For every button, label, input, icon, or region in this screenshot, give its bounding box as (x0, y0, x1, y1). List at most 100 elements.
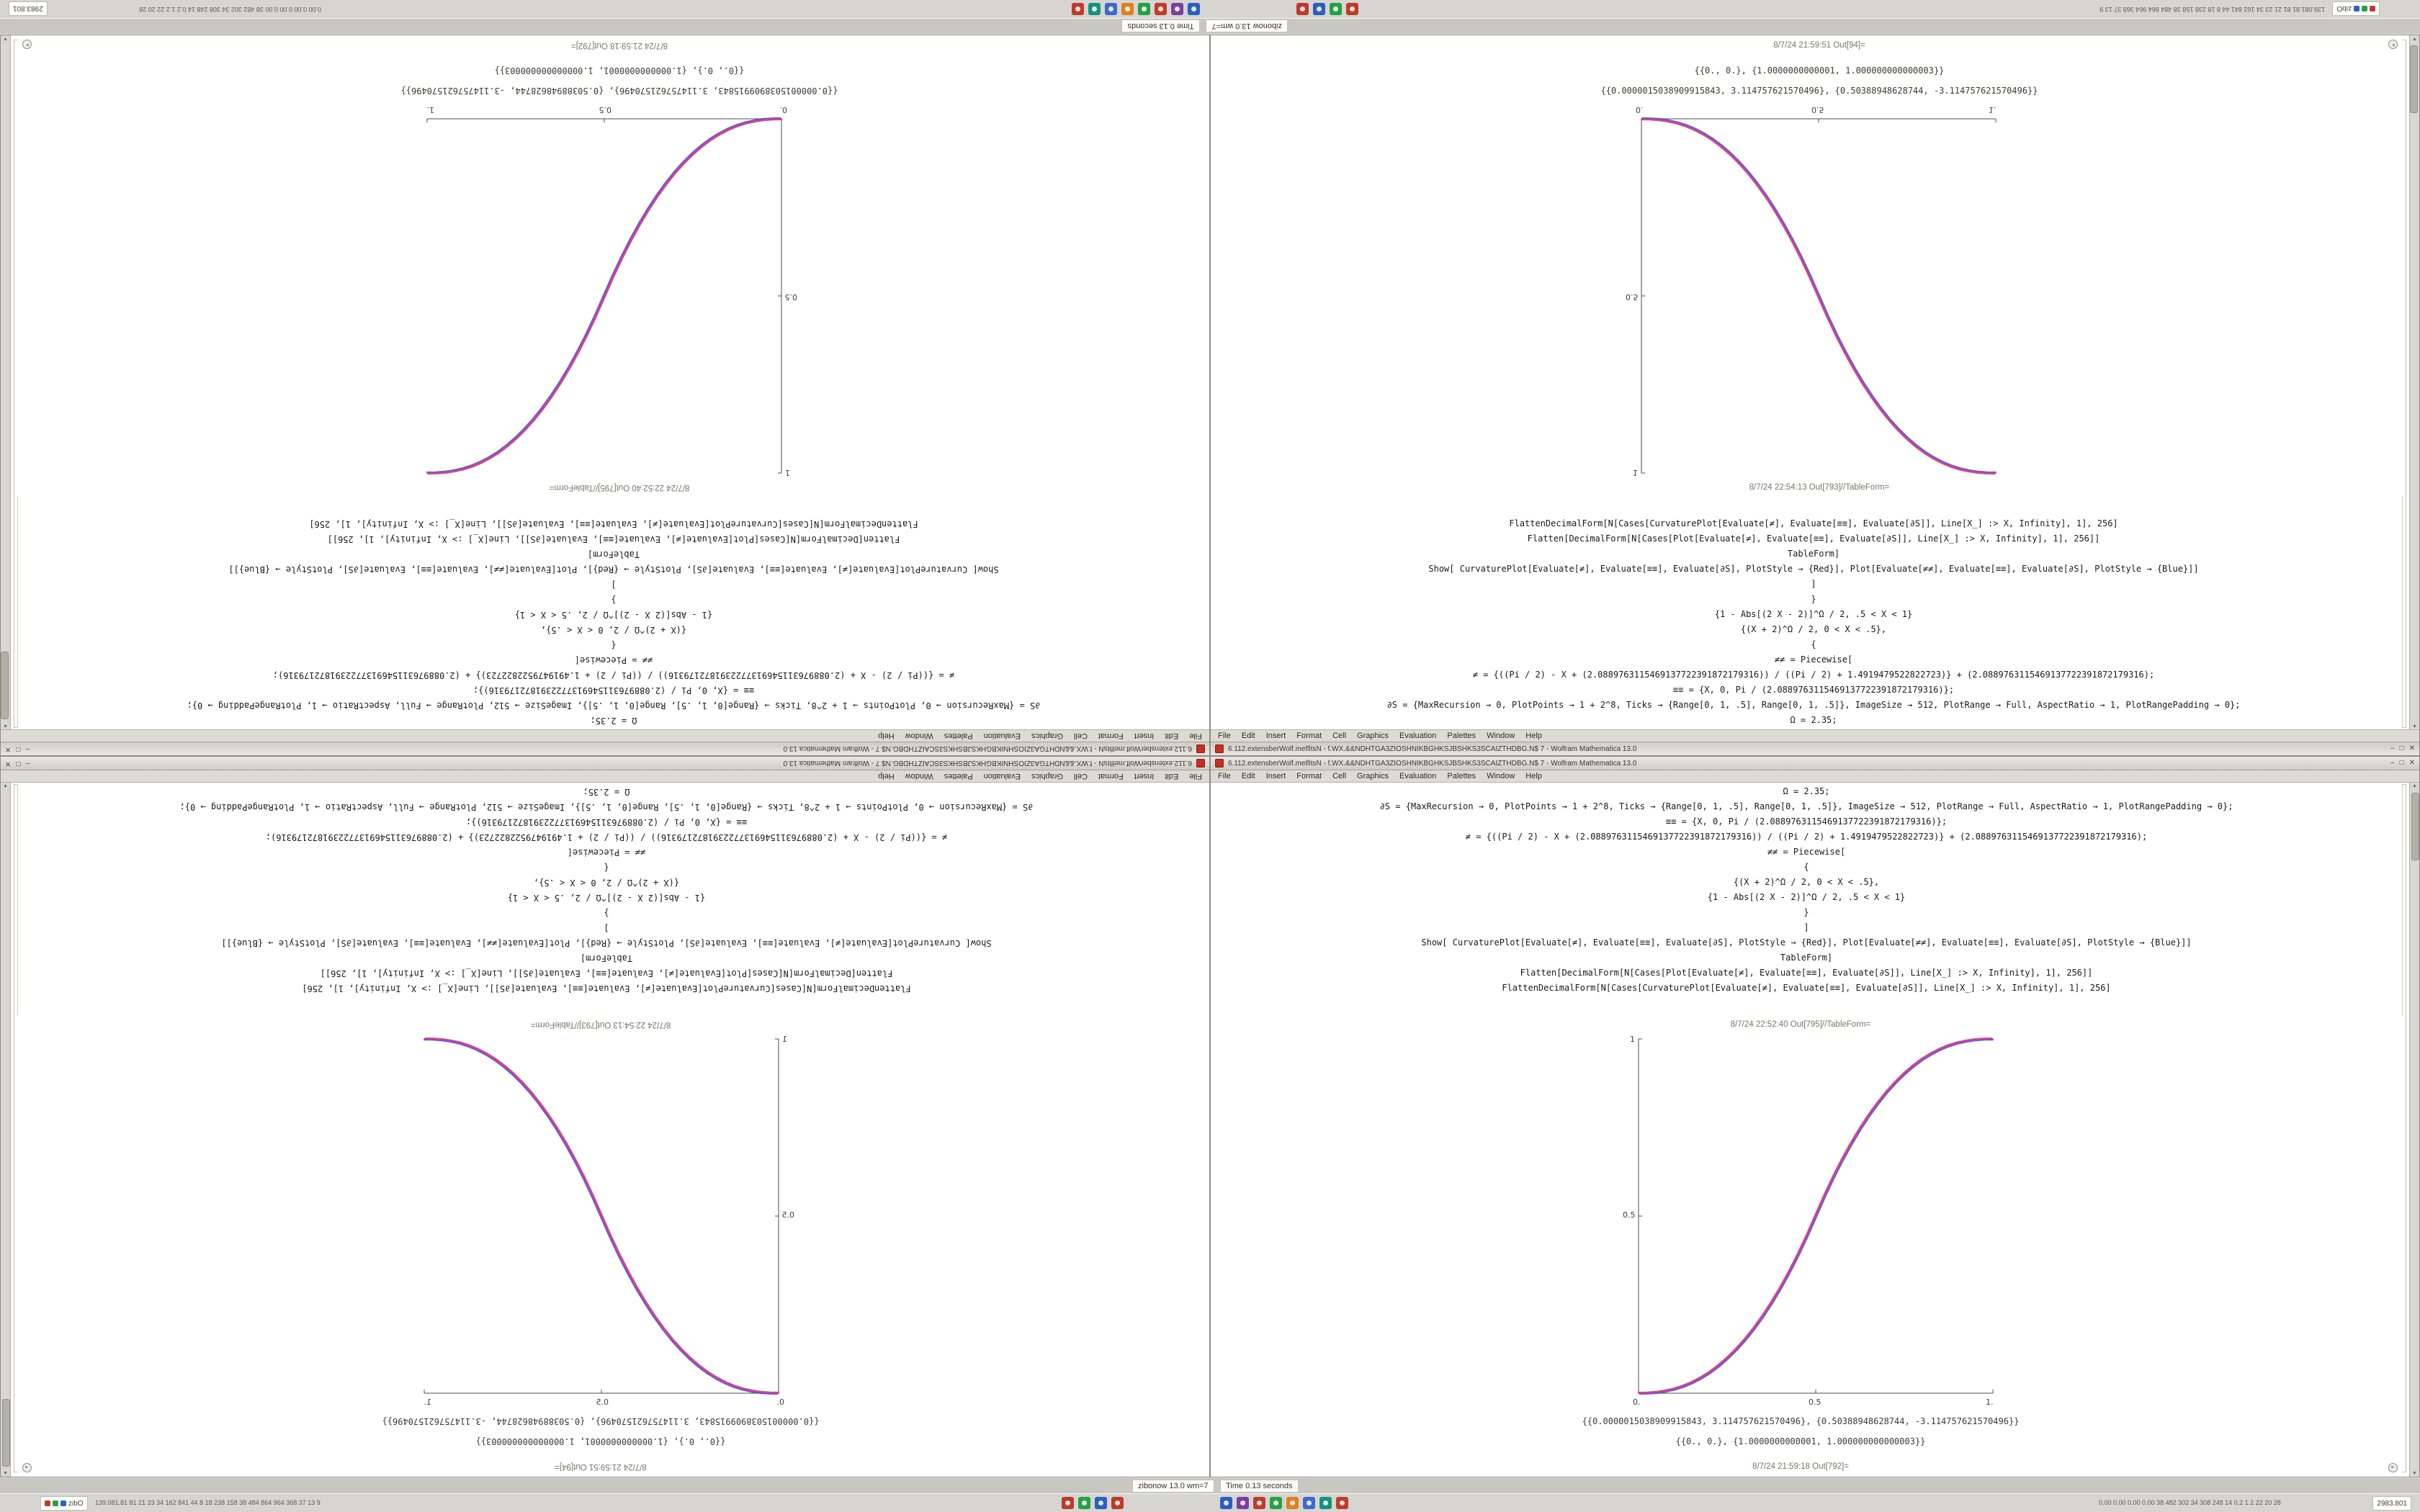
code-cell-line[interactable]: TableForm] (580, 953, 633, 963)
code-cell-line[interactable]: Ω = 2.35; (583, 787, 630, 797)
app-icon-9[interactable] (1121, 3, 1134, 15)
menu-window[interactable]: Window (905, 732, 933, 740)
menu-format[interactable]: Format (1098, 732, 1124, 740)
app-icon-7[interactable] (1155, 3, 1167, 15)
menu-evaluation[interactable]: Evaluation (983, 732, 1021, 740)
menu-evaluation[interactable]: Evaluation (1399, 732, 1437, 740)
code-cell-line[interactable]: ≠ = {((Pi / 2) - X + (2.0889763115469137… (272, 670, 955, 680)
code-cell-line[interactable]: {1 - Abs[(2 X - 2)]^Ω / 2, .5 < X < 1} (1707, 892, 1906, 902)
menu-edit[interactable]: Edit (1165, 772, 1179, 780)
menu-file[interactable]: File (1218, 732, 1231, 740)
code-cell-line[interactable]: ≠≠ = Piecewise[ (1767, 847, 1846, 857)
app-icon-9[interactable] (1286, 1497, 1299, 1509)
titlebar[interactable]: 6.112.extensberWolf.melfitsN - f.WX.&&ND… (1211, 742, 2419, 755)
notebook-assistant-icon[interactable] (2388, 40, 2398, 49)
menu-cell[interactable]: Cell (1073, 732, 1088, 740)
cell-bracket-inner[interactable] (2400, 784, 2403, 1016)
menu-palettes[interactable]: Palettes (944, 772, 973, 780)
scroll-down-icon[interactable]: ▼ (3, 1471, 8, 1476)
scroll-up-icon[interactable]: ▲ (2412, 724, 2417, 729)
code-cell-line[interactable]: Show[ CurvaturePlot[Evaluate[≠], Evaluat… (228, 564, 999, 575)
code-cell-line[interactable]: ∂S = {MaxRecursion → 0, PlotPoints → 1 +… (1379, 801, 2233, 811)
code-cell-line[interactable]: ∂S = {MaxRecursion → 0, PlotPoints → 1 +… (1386, 700, 2241, 710)
menu-insert[interactable]: Insert (1134, 732, 1155, 740)
scrollbar-thumb[interactable] (2410, 45, 2418, 113)
scroll-down-icon[interactable]: ▼ (2412, 1471, 2417, 1476)
code-cell-line[interactable]: } (611, 595, 617, 605)
code-cell-line[interactable]: ] (611, 580, 617, 590)
menu-file[interactable]: File (1189, 772, 1202, 780)
app-icon-12[interactable] (1072, 3, 1084, 15)
code-cell-line[interactable]: ≠≠ = Piecewise[ (574, 655, 653, 665)
menu-window[interactable]: Window (1487, 732, 1515, 740)
app-icon-11[interactable] (1088, 3, 1101, 15)
menu-cell[interactable]: Cell (1332, 732, 1347, 740)
minimize-button[interactable]: – (2390, 744, 2395, 752)
menu-edit[interactable]: Edit (1241, 732, 1255, 740)
code-cell-line[interactable]: TableForm] (1787, 549, 1840, 559)
code-cell-line[interactable]: {(X + 2)^Ω / 2, 0 < X < .5}, (540, 625, 687, 635)
code-cell-line[interactable]: ≠ = {((Pi / 2) - X + (2.0889763115469137… (265, 832, 948, 842)
code-cell-line[interactable]: FlattenDecimalForm[N[Cases[CurvaturePlot… (309, 519, 918, 529)
code-cell-line[interactable]: {(X + 2)^Ω / 2, 0 < X < .5}, (1740, 624, 1887, 634)
app-icon-5[interactable] (1188, 3, 1200, 15)
code-cell-line[interactable]: TableForm] (1780, 953, 1833, 963)
menu-insert[interactable]: Insert (1134, 772, 1155, 780)
scroll-down-icon[interactable]: ▼ (2412, 36, 2417, 41)
cell-bracket-inner[interactable] (2400, 496, 2403, 728)
code-cell-line[interactable]: { (1803, 862, 1809, 872)
app-icon-2[interactable] (1078, 1497, 1090, 1509)
menu-palettes[interactable]: Palettes (1447, 732, 1476, 740)
menu-file[interactable]: File (1218, 772, 1231, 780)
vertical-scrollbar[interactable]: ▲ ▼ (1, 35, 11, 729)
code-cell-line[interactable]: Flatten[DecimalForm[N[Cases[Plot[Evaluat… (1527, 534, 2100, 544)
app-icon-2[interactable] (1330, 3, 1342, 15)
code-cell-line[interactable]: {1 - Abs[(2 X - 2)]^Ω / 2, .5 < X < 1} (514, 610, 713, 620)
code-cell-line[interactable]: Ω = 2.35; (590, 716, 637, 726)
code-cell-line[interactable]: ≠≠ = Piecewise[ (1774, 654, 1853, 665)
maximize-button[interactable]: □ (16, 745, 21, 753)
cell-bracket[interactable] (2399, 784, 2406, 1472)
menu-graphics[interactable]: Graphics (1357, 772, 1389, 780)
code-cell-line[interactable]: FlattenDecimalForm[N[Cases[CurvaturePlot… (302, 984, 911, 994)
titlebar[interactable]: 6.112.extensberWolf.melfitsN - f.WX.&&ND… (1, 757, 1209, 770)
app-icon-8[interactable] (1138, 3, 1150, 15)
vertical-scrollbar[interactable]: ▲ ▼ (1, 783, 11, 1477)
menu-evaluation[interactable]: Evaluation (1399, 772, 1437, 780)
menu-window[interactable]: Window (905, 772, 933, 780)
menu-palettes[interactable]: Palettes (944, 732, 973, 740)
menu-palettes[interactable]: Palettes (1447, 772, 1476, 780)
menu-format[interactable]: Format (1296, 732, 1322, 740)
menu-insert[interactable]: Insert (1265, 732, 1286, 740)
code-cell-line[interactable]: ] (604, 923, 609, 933)
menu-cell[interactable]: Cell (1332, 772, 1347, 780)
app-icon-4[interactable] (1111, 1497, 1124, 1509)
code-cell-line[interactable]: ≡≡ = {X, 0, Pi / (2.08897631154691377223… (1672, 685, 1955, 695)
notebook-assistant-icon[interactable] (22, 1463, 32, 1472)
scrollbar-thumb[interactable] (1, 652, 9, 719)
code-cell-line[interactable]: Flatten[DecimalForm[N[Cases[Plot[Evaluat… (327, 534, 900, 544)
app-icon-3[interactable] (1095, 1497, 1107, 1509)
notebook-assistant-icon[interactable] (2388, 1463, 2398, 1472)
code-cell-line[interactable]: TableForm] (587, 549, 640, 559)
vertical-scrollbar[interactable]: ▲ ▼ (2409, 783, 2419, 1477)
code-cell-line[interactable]: {1 - Abs[(2 X - 2)]^Ω / 2, .5 < X < 1} (507, 893, 706, 903)
cell-bracket[interactable] (14, 40, 21, 728)
code-cell-line[interactable]: } (604, 908, 609, 918)
scroll-up-icon[interactable]: ▲ (2412, 783, 2417, 788)
app-icon-1[interactable] (1346, 3, 1358, 15)
close-button[interactable]: ✕ (2408, 759, 2415, 767)
titlebar[interactable]: 6.112.extensberWolf.melfitsN - f.WX.&&ND… (1, 742, 1209, 755)
menu-format[interactable]: Format (1296, 772, 1322, 780)
code-cell-line[interactable]: ∂S = {MaxRecursion → 0, PlotPoints → 1 +… (187, 701, 1041, 711)
maximize-button[interactable]: □ (2399, 759, 2404, 767)
code-cell-line[interactable]: ≡≡ = {X, 0, Pi / (2.08897631154691377223… (1665, 816, 1948, 827)
menu-help[interactable]: Help (878, 732, 895, 740)
app-icon-10[interactable] (1105, 3, 1117, 15)
code-cell-line[interactable]: Ω = 2.35; (1790, 715, 1837, 725)
titlebar[interactable]: 6.112.extensberWolf.melfitsN - f.WX.&&ND… (1211, 757, 2419, 770)
minimize-button[interactable]: – (25, 760, 30, 768)
taskbar-badge[interactable]: zibO (2332, 1, 2380, 16)
scrollbar-thumb[interactable] (2, 1399, 10, 1467)
code-cell-line[interactable]: FlattenDecimalForm[N[Cases[CurvaturePlot… (1509, 518, 2118, 528)
